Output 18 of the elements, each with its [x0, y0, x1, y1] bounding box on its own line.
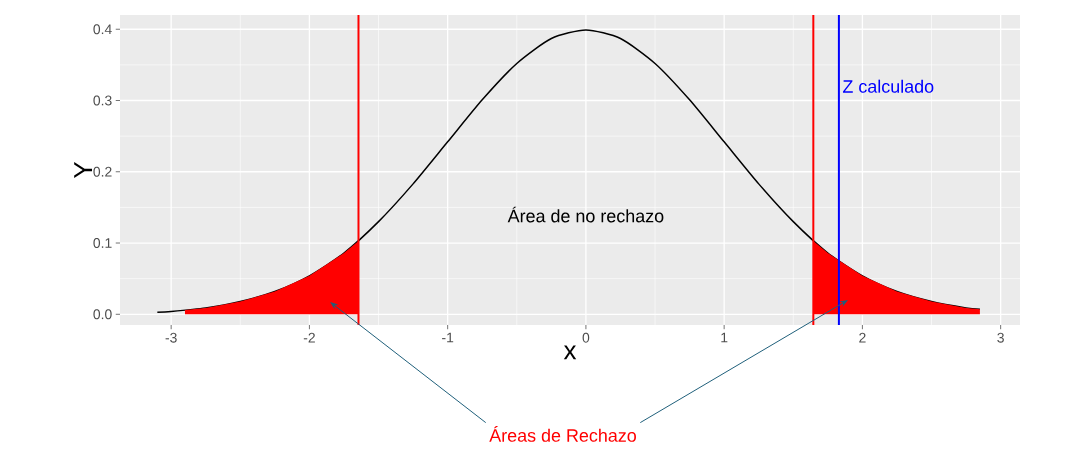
x-tick-label: 1 [721, 332, 728, 343]
x-axis-title: x [563, 345, 577, 360]
y-axis-title: Y [74, 161, 93, 179]
x-tick-label: 3 [997, 332, 1004, 343]
ref-line-label: Z calculado [842, 79, 934, 93]
line-series [156, 29, 981, 313]
x-tick-label: -3 [165, 332, 177, 343]
annotation: Área de no rechazo [507, 206, 664, 223]
y-tick-label: 0.2 [93, 166, 112, 177]
x-tick-label: 2 [859, 332, 866, 343]
x-tick-label: 0 [582, 332, 590, 343]
x-tick-label: -1 [442, 332, 454, 343]
y-tick-label: 0.3 [93, 95, 112, 106]
y-tick-label: 0.4 [93, 24, 112, 35]
y-tick-label: 0.0 [93, 309, 112, 320]
x-tick-label: -2 [303, 332, 315, 343]
y-tick-label: 0.1 [93, 238, 112, 248]
text: Áreas de Rechazo [489, 426, 636, 442]
